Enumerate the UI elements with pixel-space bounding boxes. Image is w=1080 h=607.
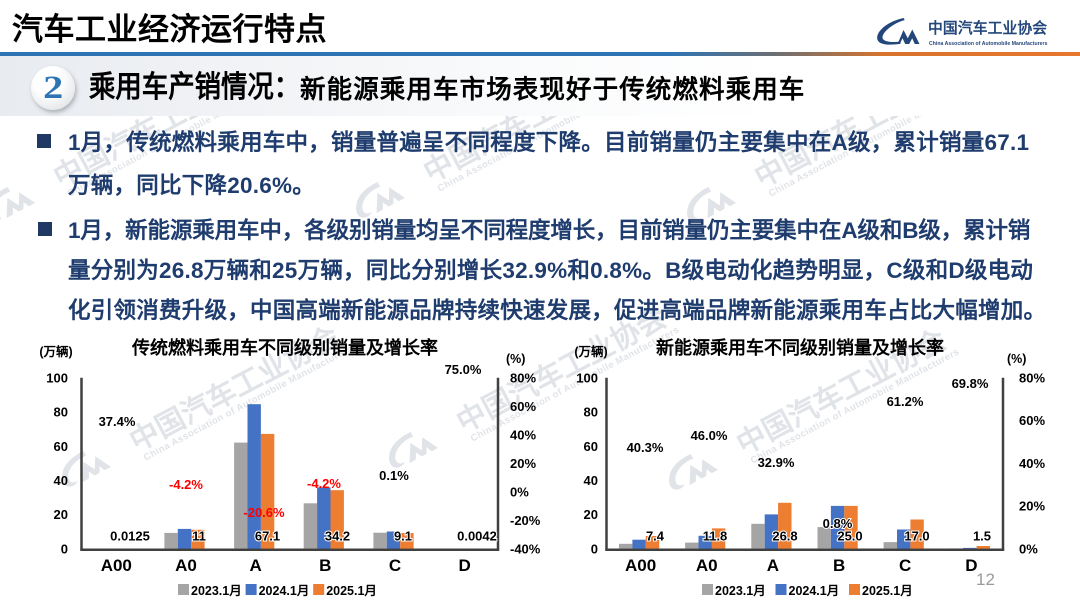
svg-text:2023.1月: 2023.1月: [191, 584, 242, 598]
svg-text:60: 60: [584, 439, 598, 454]
svg-text:20%: 20%: [1019, 499, 1045, 514]
svg-text:37.4%: 37.4%: [99, 414, 136, 429]
svg-text:C: C: [899, 556, 911, 575]
svg-text:D: D: [459, 556, 471, 575]
svg-text:A00: A00: [625, 556, 656, 575]
svg-text:40: 40: [584, 473, 598, 488]
svg-text:A0: A0: [175, 556, 197, 575]
svg-text:7.4: 7.4: [646, 529, 665, 544]
svg-text:17.0: 17.0: [904, 529, 929, 544]
svg-text:26.8: 26.8: [772, 529, 797, 544]
svg-text:32.9%: 32.9%: [758, 455, 795, 470]
svg-text:C: C: [389, 556, 401, 575]
svg-text:61.2%: 61.2%: [887, 394, 924, 409]
svg-text:0: 0: [591, 541, 598, 556]
svg-text:60: 60: [54, 439, 68, 454]
svg-text:20: 20: [54, 507, 68, 522]
svg-text:-20%: -20%: [510, 513, 541, 528]
svg-text:0: 0: [61, 541, 68, 556]
svg-text:A0: A0: [696, 556, 718, 575]
svg-text:34.2: 34.2: [325, 529, 350, 544]
svg-text:1.5: 1.5: [973, 529, 991, 544]
svg-text:40.3%: 40.3%: [627, 440, 664, 455]
svg-text:-4.2%: -4.2%: [307, 476, 341, 491]
svg-text:0.0125: 0.0125: [110, 529, 150, 544]
svg-text:传统燃料乘用车不同级别销量及增长率: 传统燃料乘用车不同级别销量及增长率: [131, 337, 438, 358]
svg-text:2025.1月: 2025.1月: [326, 584, 377, 598]
svg-text:11.8: 11.8: [703, 529, 728, 544]
svg-text:100: 100: [576, 370, 598, 385]
svg-text:-40%: -40%: [510, 541, 541, 556]
svg-text:2024.1月: 2024.1月: [789, 584, 840, 598]
svg-text:0.8%: 0.8%: [823, 516, 853, 531]
svg-text:(万辆): (万辆): [574, 344, 607, 359]
svg-text:(万辆): (万辆): [39, 344, 72, 359]
svg-text:80: 80: [54, 405, 68, 420]
svg-text:40: 40: [54, 473, 68, 488]
svg-text:100: 100: [46, 370, 68, 385]
svg-text:A: A: [250, 556, 262, 575]
svg-text:20%: 20%: [510, 456, 536, 471]
svg-text:新能源乘用车不同级别销量及增长率: 新能源乘用车不同级别销量及增长率: [656, 337, 944, 358]
svg-text:80: 80: [584, 405, 598, 420]
svg-text:75.0%: 75.0%: [445, 362, 482, 377]
svg-text:2024.1月: 2024.1月: [259, 584, 310, 598]
svg-text:40%: 40%: [1019, 456, 1045, 471]
svg-text:67.1: 67.1: [255, 529, 280, 544]
svg-text:B: B: [319, 556, 331, 575]
svg-text:(%): (%): [1007, 352, 1026, 366]
svg-text:40%: 40%: [510, 427, 536, 442]
svg-text:0%: 0%: [1019, 541, 1038, 556]
svg-text:25.0: 25.0: [837, 529, 862, 544]
svg-text:0.1%: 0.1%: [379, 468, 409, 483]
svg-text:46.0%: 46.0%: [691, 428, 728, 443]
svg-text:9.1: 9.1: [394, 529, 412, 544]
svg-text:A00: A00: [101, 556, 132, 575]
svg-text:11: 11: [192, 529, 206, 544]
svg-text:0%: 0%: [510, 484, 529, 499]
svg-text:80%: 80%: [1019, 370, 1045, 385]
svg-text:2023.1月: 2023.1月: [715, 584, 766, 598]
svg-text:-4.2%: -4.2%: [169, 477, 203, 492]
svg-text:80%: 80%: [510, 370, 536, 385]
svg-text:20: 20: [584, 507, 598, 522]
svg-text:0.0042: 0.0042: [457, 529, 497, 544]
svg-text:69.8%: 69.8%: [952, 376, 989, 391]
svg-text:B: B: [833, 556, 845, 575]
svg-text:-20.6%: -20.6%: [243, 505, 285, 520]
svg-text:60%: 60%: [510, 399, 536, 414]
svg-text:60%: 60%: [1019, 413, 1045, 428]
svg-text:(%): (%): [506, 352, 525, 366]
svg-text:D: D: [965, 556, 977, 575]
svg-text:2025.1月: 2025.1月: [862, 584, 913, 598]
svg-text:A: A: [767, 556, 779, 575]
